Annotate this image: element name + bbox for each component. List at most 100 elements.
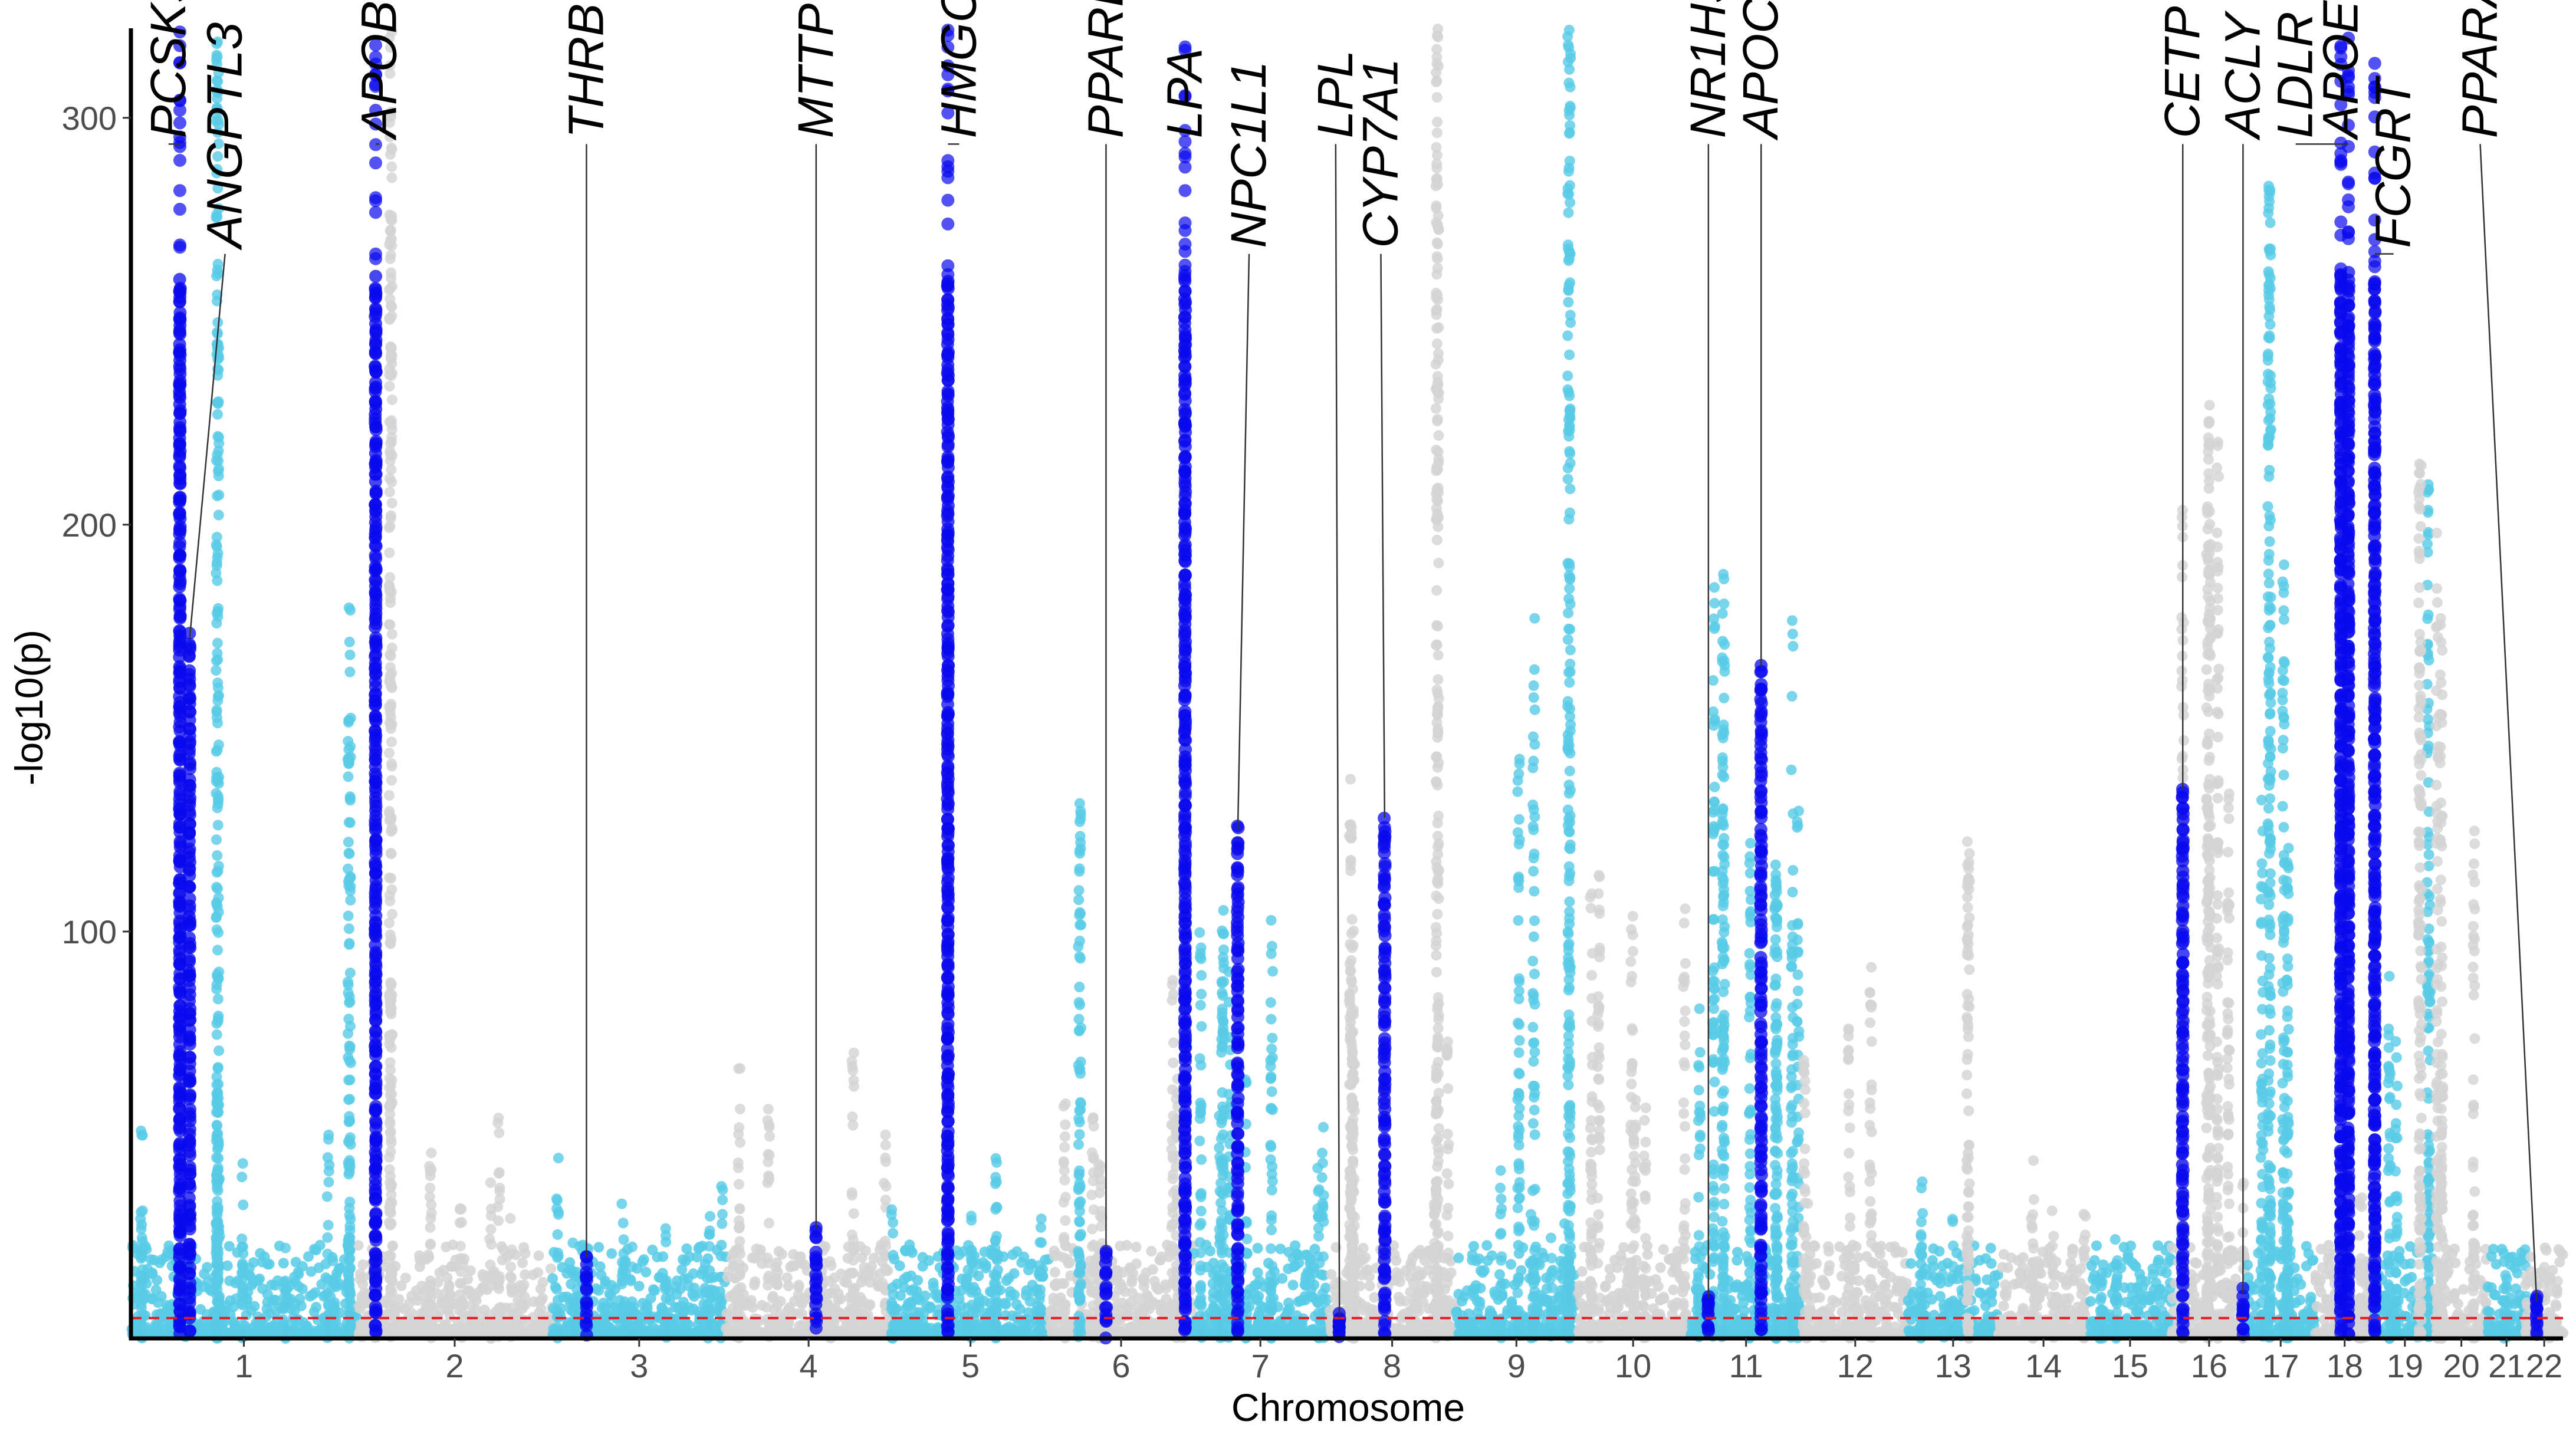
snp-point bbox=[1196, 1154, 1207, 1165]
snp-point bbox=[1059, 1278, 1070, 1289]
snp-point bbox=[493, 1113, 504, 1124]
snp-point bbox=[835, 1294, 846, 1305]
snp-point bbox=[484, 1233, 495, 1245]
snp-point bbox=[639, 1306, 650, 1317]
snp-point bbox=[1266, 1243, 1276, 1254]
snp-point bbox=[486, 1203, 497, 1215]
snp-point bbox=[1094, 1187, 1105, 1199]
snp-point bbox=[1529, 613, 1540, 624]
snp-point bbox=[1512, 1287, 1523, 1298]
snp-point bbox=[849, 1324, 860, 1335]
snp-point bbox=[734, 1203, 745, 1215]
snp-point bbox=[1529, 1216, 1540, 1227]
snp-point bbox=[136, 1279, 147, 1291]
snp-point bbox=[648, 1284, 659, 1295]
snp-point bbox=[1513, 973, 1524, 984]
snp-point bbox=[1060, 1119, 1071, 1130]
snp-point bbox=[696, 1269, 707, 1279]
snp-point bbox=[1059, 1327, 1070, 1338]
snp-point bbox=[443, 1282, 455, 1293]
snp-point bbox=[880, 1140, 891, 1150]
snp-point bbox=[354, 1319, 366, 1330]
snp-point bbox=[1527, 956, 1539, 966]
snp-point bbox=[734, 1103, 745, 1114]
snp-point bbox=[279, 1302, 290, 1313]
snp-point bbox=[1059, 1141, 1070, 1153]
snp-point bbox=[1529, 1092, 1540, 1103]
snp-point bbox=[266, 1279, 277, 1291]
snp-point bbox=[1024, 1296, 1036, 1307]
snp-point bbox=[602, 1322, 613, 1333]
snp-point bbox=[1513, 768, 1524, 779]
snp-point bbox=[1529, 811, 1540, 823]
snp-point bbox=[675, 1283, 686, 1294]
snp-point bbox=[1611, 1295, 1622, 1307]
snp-point bbox=[1451, 1307, 1462, 1318]
snp-point bbox=[1442, 1129, 1453, 1140]
snp-point bbox=[1512, 1183, 1523, 1194]
snp-point bbox=[1049, 1279, 1060, 1290]
snp-point bbox=[322, 1152, 333, 1163]
snp-point bbox=[1513, 1160, 1524, 1171]
snp-point bbox=[1529, 1275, 1540, 1286]
snp-point bbox=[848, 1047, 859, 1058]
snp-point bbox=[425, 1222, 436, 1233]
snp-point bbox=[1398, 1310, 1409, 1321]
snp-point bbox=[1546, 1252, 1557, 1264]
snp-point bbox=[1252, 1243, 1263, 1254]
snp-point bbox=[1413, 1305, 1424, 1317]
snp-point bbox=[237, 1291, 248, 1301]
snp-point bbox=[734, 1179, 744, 1190]
snp-point bbox=[195, 1327, 206, 1338]
snp-point bbox=[505, 1261, 516, 1272]
snp-point bbox=[136, 1243, 147, 1254]
snp-point bbox=[1312, 1297, 1323, 1308]
snp-point bbox=[1058, 1252, 1069, 1263]
snp-point bbox=[1513, 876, 1524, 887]
snp-point bbox=[730, 1272, 741, 1284]
snp-point bbox=[1513, 1121, 1524, 1132]
snp-point bbox=[917, 1252, 928, 1263]
snp-point bbox=[681, 1243, 692, 1254]
snp-point bbox=[446, 1261, 458, 1272]
snp-point bbox=[1266, 1225, 1277, 1236]
snp-point bbox=[1088, 1121, 1099, 1131]
snp-point bbox=[1513, 985, 1524, 996]
snp-point bbox=[236, 1267, 248, 1278]
snp-point bbox=[150, 1327, 161, 1338]
snp-point bbox=[1022, 1314, 1033, 1325]
snp-point bbox=[846, 1229, 857, 1241]
snp-point bbox=[322, 1232, 333, 1243]
snp-point bbox=[456, 1321, 467, 1333]
snp-point bbox=[1266, 1215, 1277, 1225]
snp-point bbox=[279, 1291, 290, 1302]
snp-point bbox=[880, 1156, 891, 1167]
snp-point bbox=[617, 1218, 629, 1229]
snp-point bbox=[966, 1255, 977, 1266]
snp-point bbox=[1471, 1255, 1482, 1266]
snp-point bbox=[1112, 1265, 1122, 1276]
snp-point bbox=[1513, 1226, 1524, 1236]
snp-point bbox=[434, 1267, 445, 1278]
snp-point bbox=[297, 1284, 308, 1294]
snp-point bbox=[464, 1285, 475, 1297]
snp-point bbox=[1313, 1307, 1325, 1318]
snp-point bbox=[592, 1325, 603, 1337]
snp-point bbox=[1412, 1265, 1424, 1276]
snp-point bbox=[1527, 1022, 1539, 1033]
snp-point bbox=[1265, 997, 1276, 1008]
snp-point bbox=[966, 1215, 977, 1226]
snp-point bbox=[1168, 1057, 1179, 1068]
snp-point bbox=[552, 1252, 563, 1264]
snp-point bbox=[1513, 1018, 1523, 1028]
snp-point bbox=[789, 1261, 800, 1272]
snp-point bbox=[518, 1242, 530, 1253]
snp-point bbox=[552, 1322, 563, 1333]
snp-point bbox=[1265, 1154, 1276, 1165]
snp-point bbox=[1513, 1140, 1524, 1151]
snp-point bbox=[1528, 866, 1539, 877]
snp-point bbox=[1126, 1287, 1138, 1298]
snp-point bbox=[567, 1237, 579, 1248]
snp-point bbox=[1060, 1215, 1071, 1226]
snp-point bbox=[887, 1282, 898, 1293]
